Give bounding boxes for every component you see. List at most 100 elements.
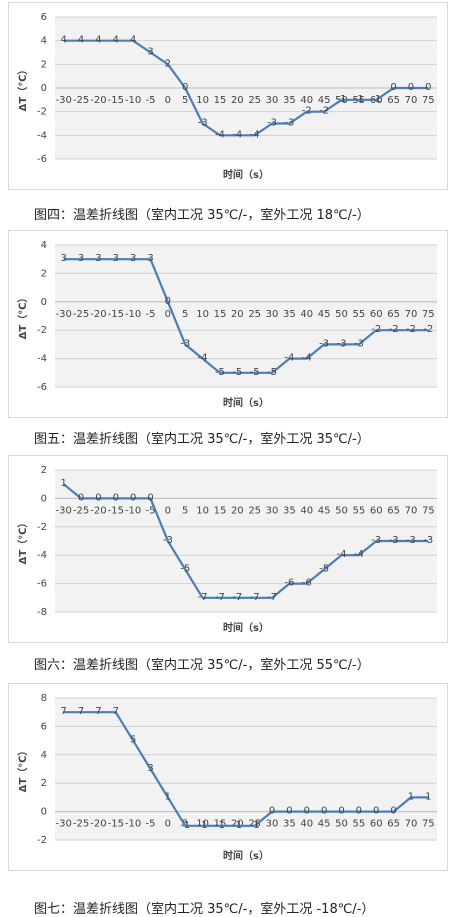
x-tick-label: -10 [125, 819, 141, 830]
x-tick-label: -15 [108, 505, 124, 516]
x-tick-label: 30 [266, 95, 279, 106]
data-label: 0 [321, 806, 327, 817]
x-tick-label: 65 [387, 505, 400, 516]
x-tick-label: -25 [73, 505, 89, 516]
data-label: 0 [390, 806, 396, 817]
x-tick-label: -20 [90, 819, 106, 830]
data-label: 7 [113, 706, 119, 717]
y-tick-label: 0 [41, 297, 47, 308]
y-tick-label: 6 [41, 721, 47, 732]
x-tick-label: 75 [422, 505, 435, 516]
data-label: -2 [406, 324, 416, 335]
data-label: -3 [337, 338, 347, 349]
x-tick-label: -10 [125, 309, 141, 320]
y-tick-label: -2 [37, 835, 47, 846]
y-tick-label: -4 [37, 130, 47, 141]
y-tick-label: -4 [37, 354, 47, 365]
data-label: 1 [425, 791, 431, 802]
x-tick-label: 20 [231, 505, 244, 516]
data-label: -3 [163, 535, 173, 546]
data-label: 3 [113, 253, 119, 264]
data-label: -2 [371, 324, 381, 335]
data-label: 0 [182, 82, 188, 93]
x-tick-label: 5 [182, 309, 188, 320]
y-tick-label: 0 [41, 83, 47, 94]
x-tick-label: 15 [214, 95, 227, 106]
y-tick-label: -6 [37, 382, 47, 393]
x-tick-label: -15 [108, 819, 124, 830]
x-tick-label: 40 [300, 505, 313, 516]
data-label: -4 [354, 549, 364, 560]
x-tick-label: 50 [335, 819, 348, 830]
data-label: -1 [371, 94, 381, 105]
y-tick-label: 2 [41, 268, 47, 279]
data-label: 3 [78, 253, 84, 264]
data-label: -3 [389, 535, 399, 546]
caption: 图六：温差折线图（室内工况 35℃/-，室外工况 55℃/-） [34, 658, 370, 673]
data-label: -4 [232, 129, 242, 140]
x-tick-label: 35 [283, 309, 296, 320]
data-label: -3 [423, 535, 433, 546]
x-tick-label: 30 [266, 505, 279, 516]
data-label: 0 [113, 492, 119, 503]
x-tick-label: 30 [266, 309, 279, 320]
y-tick-label: -2 [37, 107, 47, 118]
data-label: 4 [130, 35, 136, 46]
data-label: -4 [198, 353, 208, 364]
x-tick-label: 0 [165, 505, 171, 516]
data-label: 7 [95, 706, 101, 717]
x-tick-label: 70 [405, 505, 418, 516]
caption: 图七：温差折线图（室内工况 35℃/-，室外工况 -18℃/-） [34, 902, 375, 917]
x-tick-label: -10 [125, 505, 141, 516]
data-label: -3 [284, 118, 294, 129]
x-tick-label: 35 [283, 505, 296, 516]
chart-box: -8 -6 -4 -2 0 2 -30 -25 -20 -15 -10 -5 0 5 10 15 20 25 30 3… [8, 455, 448, 643]
data-label: 3 [130, 253, 136, 264]
data-label: -4 [215, 129, 225, 140]
x-tick-label: 45 [318, 95, 331, 106]
data-label: -7 [267, 592, 277, 603]
x-tick-label: -25 [73, 95, 89, 106]
x-tick-label: 55 [352, 309, 365, 320]
data-label: -5 [319, 563, 329, 574]
line [63, 39, 429, 137]
plot-area [55, 245, 437, 387]
data-label: 3 [60, 253, 66, 264]
x-tick-label: 75 [422, 819, 435, 830]
x-tick-label: 25 [248, 95, 261, 106]
data-label: 0 [390, 82, 396, 93]
x-tick-label: 25 [248, 505, 261, 516]
x-axis-label: 时间（s） [223, 168, 269, 181]
x-tick-label: 55 [352, 819, 365, 830]
x-axis-label: 时间（s） [223, 849, 269, 862]
data-label: 3 [95, 253, 101, 264]
data-label: -1 [250, 820, 260, 831]
y-axis-label: ΔT（℃） [16, 746, 29, 793]
data-label: -1 [180, 820, 190, 831]
data-label: 0 [373, 806, 379, 817]
y-tick-label: -4 [37, 550, 47, 561]
y-tick-label: 2 [41, 59, 47, 70]
x-tick-label: 50 [335, 505, 348, 516]
data-label: -3 [198, 118, 208, 129]
data-label: 1 [408, 791, 414, 802]
line [62, 483, 429, 599]
x-tick-label: 0 [165, 309, 171, 320]
data-label: 0 [425, 82, 431, 93]
data-label: 0 [356, 806, 362, 817]
y-tick-label: -6 [37, 154, 47, 165]
data-label: -7 [232, 592, 242, 603]
data-label: -5 [180, 563, 190, 574]
data-label: 0 [408, 82, 414, 93]
data-label: -4 [284, 353, 294, 364]
data-label: 4 [113, 35, 119, 46]
x-tick-label: 30 [266, 819, 279, 830]
data-label: -6 [302, 578, 312, 589]
x-tick-label: -5 [146, 505, 156, 516]
x-tick-label: 40 [300, 819, 313, 830]
x-tick-label: 25 [248, 819, 261, 830]
x-tick-label: 75 [422, 309, 435, 320]
data-label: 0 [338, 806, 344, 817]
